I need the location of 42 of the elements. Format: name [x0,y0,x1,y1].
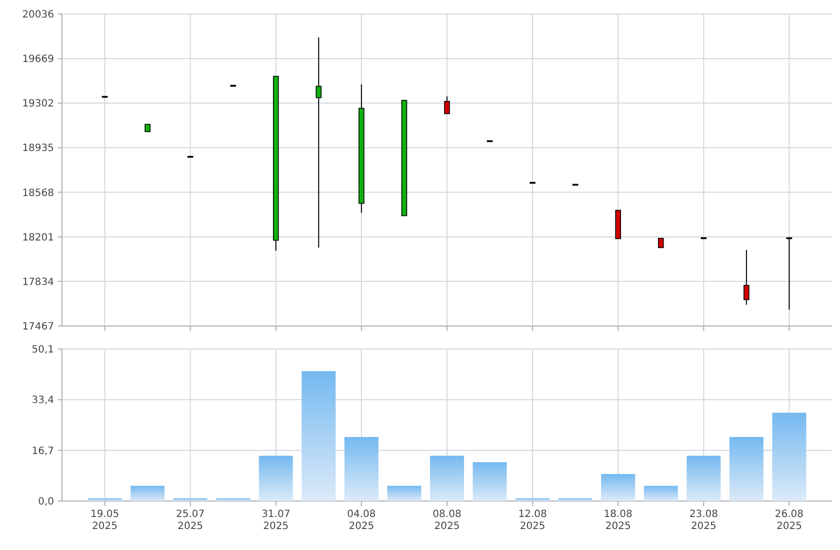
x-tick-label: 18.08 2025 [604,509,632,532]
y-tick-label: 0,0 [38,496,54,508]
bar [130,486,165,501]
y-tick-label: 19669 [22,54,54,66]
bar [686,456,721,501]
bar [216,498,250,501]
bar [472,462,507,501]
x-tick-label: 31.07 2025 [262,509,290,532]
x-tick-label: 12.08 2025 [518,509,547,532]
x-tick-label: 04.08 2025 [347,509,376,532]
y-tick-label: 18935 [22,143,54,154]
bar [258,456,293,501]
y-tick-label: 16,7 [32,446,54,457]
bar [729,436,764,501]
y-tick-label: 19302 [22,98,54,110]
y-tick-label: 17834 [22,276,54,288]
candlestick [744,249,750,306]
candlestick [444,96,450,114]
y-tick-label: 17467 [22,322,54,332]
x-tick-label: 08.08 2025 [432,509,462,532]
bar [772,412,806,501]
x-tick-label: 23.08 2025 [689,509,718,532]
bar [173,498,208,501]
x-tick-label: 19.05 2025 [90,509,120,532]
candlestick [316,36,322,248]
y-tick-label: 50,1 [32,344,54,356]
bar [344,436,378,501]
y-tick-label: 33,4 [32,395,54,406]
bar [387,486,422,501]
y-tick-label: 18568 [22,188,54,199]
x-tick-label: 25.07 2025 [176,509,205,532]
y-tick-label: 20036 [22,10,54,20]
bar [601,474,636,501]
bar [516,498,550,501]
candlestick [658,238,664,248]
bar [88,498,122,501]
bar [430,456,464,501]
bar [558,498,592,501]
y-tick-label: 18201 [22,232,54,244]
bar [302,371,336,501]
bar [644,486,678,501]
x-tick-label: 26.08 2025 [774,509,804,532]
